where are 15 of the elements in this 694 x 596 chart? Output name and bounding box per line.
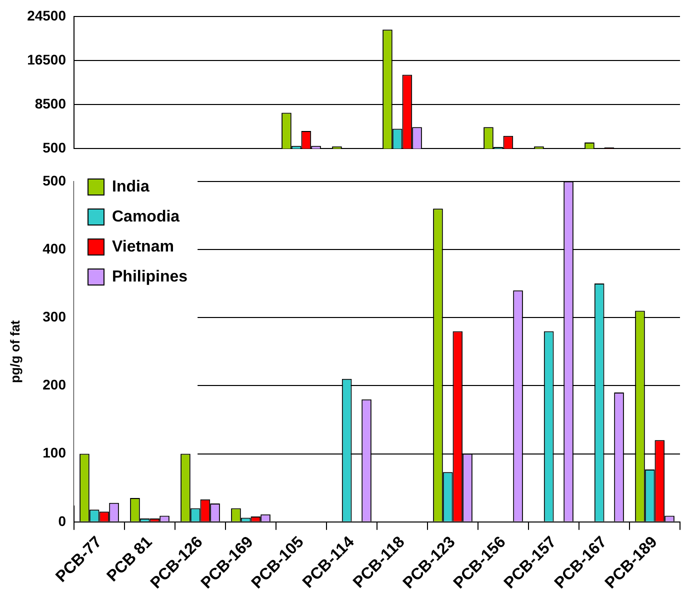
legend-label: Camodia: [112, 208, 180, 226]
y-tick-label: 100: [42, 444, 66, 461]
legend-label: India: [112, 178, 150, 196]
y-tick-label: 0: [58, 512, 66, 529]
legend-label: Philipines: [112, 268, 188, 286]
y-axis-title: pg/g of fat: [7, 320, 22, 384]
y-tick-label: 500: [42, 139, 66, 156]
y-tick-label: 24500: [27, 7, 66, 24]
y-tick-label: 400: [42, 240, 66, 256]
y-tick-label: 200: [42, 376, 66, 393]
legend-label: Vietnam: [112, 238, 174, 256]
y-tick-label: 300: [42, 308, 66, 324]
y-tick-label: 8500: [34, 95, 66, 112]
y-tick-label: 16500: [27, 51, 66, 68]
y-tick-label: 500: [42, 172, 66, 188]
